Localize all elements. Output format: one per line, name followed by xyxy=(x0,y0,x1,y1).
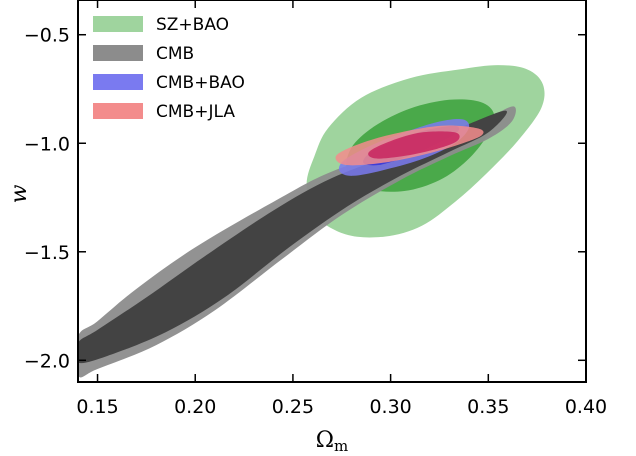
series-cmb xyxy=(78,106,516,378)
legend-label-cmb: CMB xyxy=(156,44,194,64)
legend-swatch-sz-bao xyxy=(93,16,143,32)
series-cmb-jla xyxy=(335,125,484,166)
legend-label-cmb-jla: CMB+JLA xyxy=(156,102,235,122)
x-tick-label: 0.15 xyxy=(76,396,118,418)
x-tick-label: 0.35 xyxy=(467,396,509,418)
legend-swatch-cmb-jla xyxy=(93,103,143,119)
contour-layer xyxy=(78,65,545,378)
axis-ticks: 0.15 0.20 0.25 0.30 0.35 0.40 −0.5 −1.0 −1.5 −2.0 xyxy=(24,0,607,418)
y-tick-label: −2.0 xyxy=(24,350,70,372)
y-tick-label: −1.5 xyxy=(24,242,70,264)
plot-frame xyxy=(77,0,587,383)
cmb-jla-inner-contour xyxy=(368,131,460,159)
legend-swatch-cmb xyxy=(93,45,143,61)
legend-label-sz-bao: SZ+BAO xyxy=(156,15,229,35)
legend-label-cmb-bao: CMB+BAO xyxy=(156,73,245,93)
y-axis-label: w xyxy=(7,184,32,203)
x-tick-label: 0.20 xyxy=(174,396,216,418)
cmb-inner-contour xyxy=(78,110,507,364)
x-tick-label: 0.40 xyxy=(565,396,607,418)
legend-swatch-cmb-bao xyxy=(93,74,143,90)
y-tick-label: −0.5 xyxy=(24,25,70,47)
x-tick-label: 0.25 xyxy=(272,396,314,418)
x-axis-label: Ωm xyxy=(316,428,348,455)
legend: SZ+BAO CMB CMB+BAO CMB+JLA xyxy=(93,15,245,122)
x-axis-subscript: m xyxy=(334,437,348,455)
y-tick-label: −1.0 xyxy=(24,133,70,155)
x-tick-label: 0.30 xyxy=(369,396,411,418)
